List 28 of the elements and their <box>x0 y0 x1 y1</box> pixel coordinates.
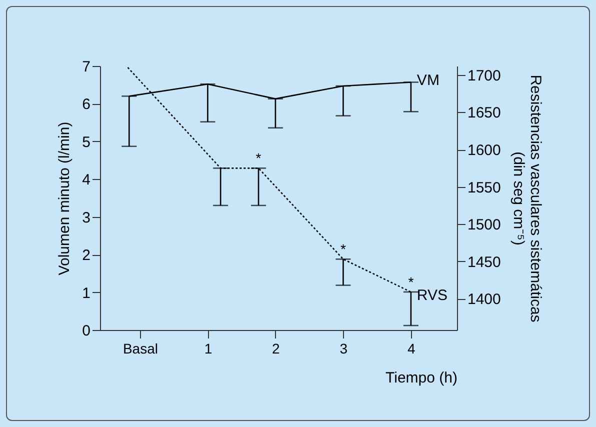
x-axis-title: Tiempo (h) <box>386 370 458 386</box>
x-tick-label: 3 <box>340 340 348 356</box>
y-tick-label: 4 <box>82 172 90 189</box>
data-label: * <box>340 241 346 258</box>
y2-tick-label: 1450 <box>468 254 501 271</box>
y-tick-label: 0 <box>82 322 90 340</box>
y-tick-label: 1 <box>82 284 90 302</box>
y-axis-title: Volumen minuto (l/min) <box>56 122 74 276</box>
y2-tick-label: 1700 <box>468 67 501 84</box>
x-tick-label: 2 <box>272 340 280 356</box>
y2-tick-label: 1400 <box>468 291 501 308</box>
y-tick-label: 3 <box>82 209 90 226</box>
y2-axis-title: Resistencias vasculares sistemáticas (din seg cm⁻⁵) <box>510 74 544 322</box>
x-tick-label: 1 <box>204 340 212 356</box>
y2-tick-label: 1650 <box>468 104 501 122</box>
x-tick-label: 4 <box>408 340 416 356</box>
y2-tick-label: 1500 <box>468 216 501 234</box>
y2-tick-label: 1600 <box>468 142 501 160</box>
data-label: * <box>408 274 414 290</box>
series-label: VM <box>416 72 440 90</box>
y-tick-label: 5 <box>82 134 90 151</box>
data-label: * <box>256 150 262 166</box>
y-tick-label: 7 <box>82 58 90 76</box>
y-tick-label: 2 <box>82 247 90 264</box>
series-label: RVS <box>416 286 448 304</box>
y2-tick-label: 1550 <box>468 179 501 196</box>
y-tick-label: 6 <box>82 96 90 114</box>
x-tick-label: Basal <box>122 340 158 356</box>
